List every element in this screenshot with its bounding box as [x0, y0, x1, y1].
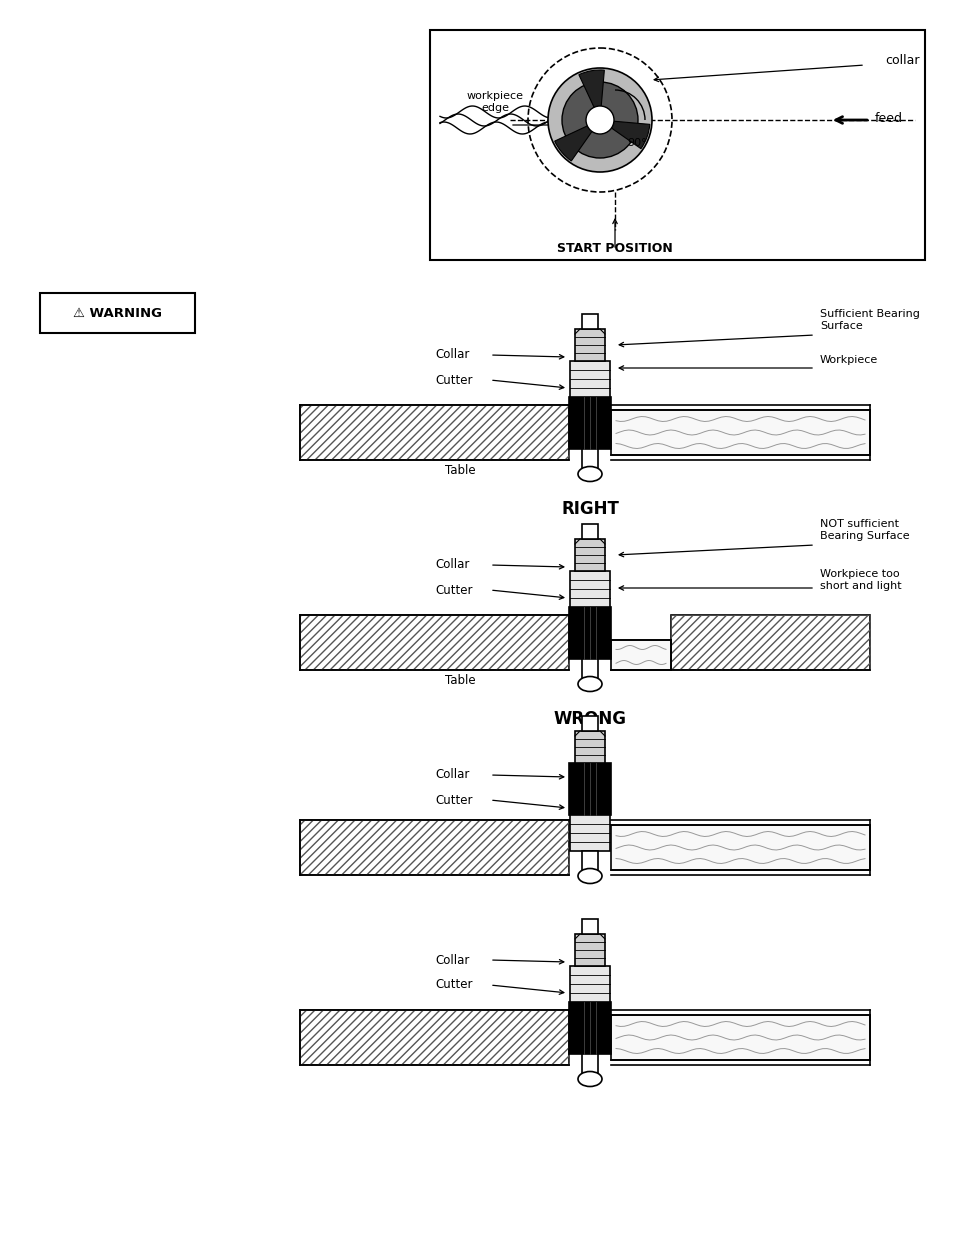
- Text: Collar: Collar: [435, 953, 469, 967]
- Bar: [610, 640, 670, 671]
- Text: Cutter: Cutter: [435, 794, 472, 806]
- Bar: [568, 396, 610, 450]
- Bar: [299, 1010, 568, 1065]
- Bar: [581, 524, 598, 538]
- Bar: [581, 314, 598, 329]
- Bar: [569, 815, 609, 851]
- Text: Table: Table: [444, 673, 476, 687]
- Ellipse shape: [578, 1072, 601, 1087]
- Bar: [581, 851, 598, 876]
- Text: Cutter: Cutter: [435, 583, 472, 597]
- Bar: [299, 405, 568, 459]
- Bar: [299, 615, 568, 671]
- Ellipse shape: [578, 868, 601, 883]
- Bar: [40, 293, 194, 333]
- Ellipse shape: [578, 467, 601, 482]
- Text: Table: Table: [444, 463, 476, 477]
- Text: Cutter: Cutter: [435, 978, 472, 992]
- Bar: [568, 1002, 610, 1053]
- Bar: [299, 820, 568, 876]
- Bar: [430, 30, 924, 261]
- Text: Sufficient Bearing
Surface: Sufficient Bearing Surface: [820, 309, 919, 331]
- Bar: [299, 405, 568, 459]
- Text: 90°: 90°: [626, 138, 646, 148]
- Text: NOT sufficient
Bearing Surface: NOT sufficient Bearing Surface: [820, 519, 908, 541]
- Bar: [299, 820, 568, 876]
- Text: Workpiece too
short and light: Workpiece too short and light: [820, 569, 901, 590]
- Text: ⚠ WARNING: ⚠ WARNING: [73, 306, 162, 320]
- Text: Collar: Collar: [435, 768, 469, 782]
- Bar: [569, 966, 609, 1002]
- Bar: [299, 615, 568, 671]
- Text: Workpiece: Workpiece: [734, 1019, 796, 1031]
- Bar: [575, 538, 604, 571]
- Bar: [581, 716, 598, 731]
- Text: WRONG: WRONG: [553, 710, 626, 727]
- Bar: [581, 659, 598, 684]
- Text: Cutter: Cutter: [435, 373, 472, 387]
- Text: Workpiece: Workpiece: [820, 354, 878, 366]
- Bar: [568, 763, 610, 815]
- Bar: [610, 1015, 869, 1060]
- Bar: [575, 934, 604, 966]
- Text: START POSITION: START POSITION: [557, 242, 672, 254]
- Bar: [569, 571, 609, 606]
- Text: collar: collar: [884, 53, 919, 67]
- Bar: [610, 825, 869, 869]
- Text: feed: feed: [874, 111, 902, 125]
- Bar: [575, 329, 604, 361]
- Text: RIGHT: RIGHT: [560, 500, 618, 517]
- Text: workpiece
edge: workpiece edge: [466, 91, 523, 112]
- Text: Collar: Collar: [435, 348, 469, 362]
- Bar: [581, 1053, 598, 1079]
- Bar: [670, 615, 869, 671]
- Bar: [569, 361, 609, 396]
- Wedge shape: [554, 120, 599, 161]
- Ellipse shape: [578, 677, 601, 692]
- Text: Collar: Collar: [435, 558, 469, 572]
- Circle shape: [547, 68, 651, 172]
- Bar: [581, 919, 598, 934]
- Wedge shape: [599, 120, 649, 148]
- Circle shape: [585, 106, 614, 135]
- Wedge shape: [578, 70, 603, 120]
- Bar: [670, 615, 869, 671]
- Circle shape: [561, 82, 638, 158]
- Bar: [581, 450, 598, 474]
- Bar: [610, 410, 869, 454]
- Text: Workpiece: Workpiece: [734, 829, 796, 841]
- Bar: [299, 1010, 568, 1065]
- Bar: [568, 606, 610, 659]
- Bar: [575, 731, 604, 763]
